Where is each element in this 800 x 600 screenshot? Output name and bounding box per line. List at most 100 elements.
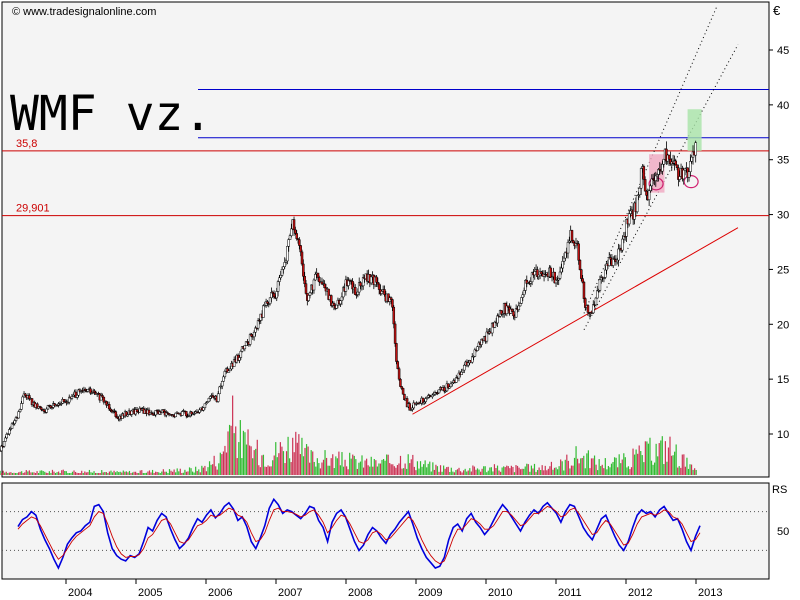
volume-bar: [678, 466, 680, 475]
volume-bar: [450, 467, 452, 475]
volume-bar: [552, 469, 554, 475]
volume-bar: [452, 471, 454, 475]
volume-bar: [119, 471, 121, 475]
candle-body: [540, 271, 543, 275]
volume-bar: [21, 471, 23, 475]
volume-bar: [255, 448, 257, 475]
candle-body: [303, 276, 306, 284]
candle-body: [598, 279, 602, 291]
volume-bar: [484, 466, 486, 475]
candle-body: [536, 269, 539, 277]
candle-body: [308, 292, 312, 296]
candle-body: [617, 248, 620, 261]
volume-bar: [36, 471, 38, 475]
volume-bar: [398, 463, 400, 475]
volume-bar: [573, 457, 576, 475]
volume-bar: [316, 458, 318, 475]
volume-bar: [632, 448, 634, 475]
indicator-label: RS: [772, 484, 787, 496]
candle-body: [286, 246, 289, 262]
candle-body: [223, 371, 227, 378]
volume-bar: [148, 470, 151, 475]
candle-body: [674, 160, 677, 166]
volume-bar: [586, 453, 588, 475]
volume-bar: [242, 430, 245, 475]
volume-bar: [219, 452, 221, 475]
volume-bar: [441, 471, 443, 475]
volume-bar: [248, 445, 251, 475]
volume-bar: [669, 436, 671, 475]
volume-bar: [56, 472, 58, 475]
volume-bar: [7, 473, 9, 475]
volume-bar: [4, 472, 6, 475]
volume-bar: [464, 468, 466, 475]
volume-bar: [322, 459, 325, 475]
volume-bar: [329, 465, 331, 475]
candle-body: [208, 396, 212, 399]
candle-body: [75, 394, 79, 398]
candle-body: [570, 230, 574, 241]
volume-bar: [495, 468, 497, 475]
volume-bar: [563, 470, 565, 475]
volume-bar: [41, 470, 43, 475]
price-panel: [1, 1, 770, 478]
time-tick-label: 2007: [278, 587, 302, 599]
volume-bar: [281, 446, 283, 475]
volume-bar: [195, 466, 197, 475]
volume-bar: [633, 454, 636, 475]
candle-body: [485, 331, 489, 342]
candle-body: [635, 195, 639, 213]
volume-bar: [230, 425, 232, 475]
candle-body: [490, 322, 494, 334]
volume-bar: [241, 458, 243, 475]
time-tick-label: 2013: [698, 587, 722, 599]
volume-bar: [192, 471, 194, 475]
volume-bar: [598, 459, 600, 475]
volume-bar: [603, 468, 605, 475]
volume-bar: [378, 463, 380, 475]
candle-body: [126, 414, 130, 417]
volume-bar: [432, 462, 434, 475]
volume-bar: [144, 473, 146, 475]
price-axis: 10 15 20 25 30 35 40 45 50: [769, 45, 789, 538]
volume-bar: [386, 454, 388, 475]
volume-bar: [28, 470, 30, 475]
volume-bar: [601, 464, 603, 475]
volume-bar: [617, 467, 619, 475]
volume-bar: [535, 471, 537, 475]
volume-bar: [201, 465, 203, 475]
volume-bar: [5, 471, 7, 475]
volume-bar: [689, 464, 691, 475]
volume-bar: [473, 466, 476, 475]
candle-body: [584, 298, 587, 308]
volume-bar: [31, 472, 34, 475]
volume-bar: [518, 467, 520, 475]
volume-bar: [433, 469, 435, 475]
volume-bar: [273, 455, 275, 475]
volume-bar: [224, 445, 226, 475]
volume-bar: [78, 473, 80, 475]
volume-bar: [560, 459, 562, 475]
candle-body: [463, 365, 466, 371]
volume-bar: [458, 467, 460, 475]
candle-body: [298, 239, 301, 246]
volume-bar: [381, 459, 383, 475]
volume-bar: [330, 458, 332, 475]
volume-bar: [327, 465, 329, 475]
volume-bar: [239, 420, 241, 475]
volume-bar: [367, 465, 369, 475]
candle-body: [639, 168, 643, 189]
volume-bar: [654, 462, 656, 475]
volume-bar: [533, 463, 536, 475]
candle-body: [401, 388, 405, 395]
volume-bar: [145, 472, 147, 475]
volume-bar: [672, 455, 674, 475]
volume-bar: [53, 471, 55, 475]
candle-body: [694, 142, 697, 156]
volume-bar: [510, 465, 512, 475]
volume-bar: [694, 468, 696, 475]
volume-bar: [635, 449, 637, 475]
volume-bar: [290, 462, 292, 475]
volume-bar: [436, 466, 439, 475]
candle-body: [629, 210, 632, 214]
